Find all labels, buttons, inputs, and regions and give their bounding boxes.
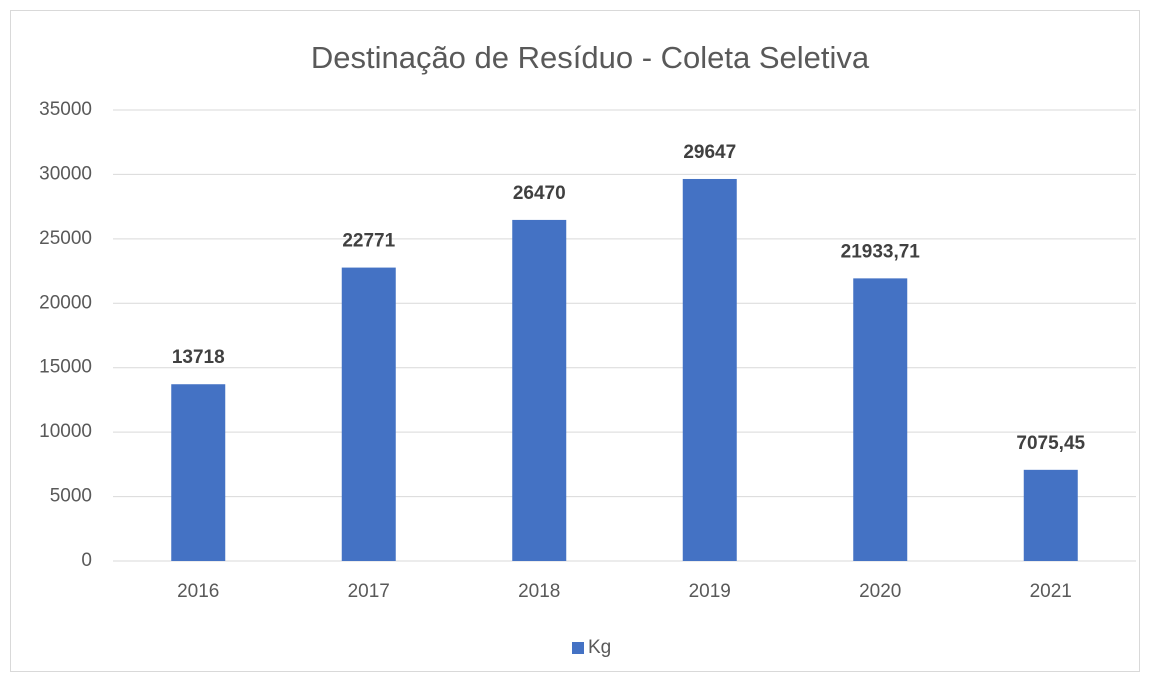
data-label: 13718 xyxy=(172,347,225,368)
x-tick-label: 2017 xyxy=(348,581,390,602)
x-tick-label: 2020 xyxy=(859,581,901,602)
y-tick-label: 20000 xyxy=(39,292,92,313)
bar xyxy=(682,178,737,561)
bar xyxy=(1023,469,1078,561)
bar xyxy=(512,219,567,561)
y-tick-label: 10000 xyxy=(39,421,92,442)
bar xyxy=(341,267,396,561)
data-label: 26470 xyxy=(513,183,566,204)
x-tick-label: 2016 xyxy=(177,581,219,602)
x-tick-label: 2019 xyxy=(689,581,731,602)
legend-swatch xyxy=(572,642,584,654)
x-tick-label: 2018 xyxy=(518,581,560,602)
y-tick-label: 0 xyxy=(81,550,92,571)
y-tick-label: 5000 xyxy=(50,486,92,507)
x-tick-label: 2021 xyxy=(1030,581,1072,602)
bar xyxy=(853,278,908,561)
y-tick-label: 25000 xyxy=(39,228,92,249)
y-tick-label: 15000 xyxy=(39,357,92,378)
y-tick-label: 30000 xyxy=(39,163,92,184)
data-label: 21933,71 xyxy=(841,241,921,262)
data-label: 7075,45 xyxy=(1016,433,1085,454)
data-label: 29647 xyxy=(683,142,736,163)
bar xyxy=(171,384,226,561)
legend-label: Kg xyxy=(588,637,611,658)
chart-title: Destinação de Resíduo - Coleta Seletiva xyxy=(311,40,870,75)
data-label: 22771 xyxy=(342,231,395,252)
y-tick-label: 35000 xyxy=(39,99,92,120)
